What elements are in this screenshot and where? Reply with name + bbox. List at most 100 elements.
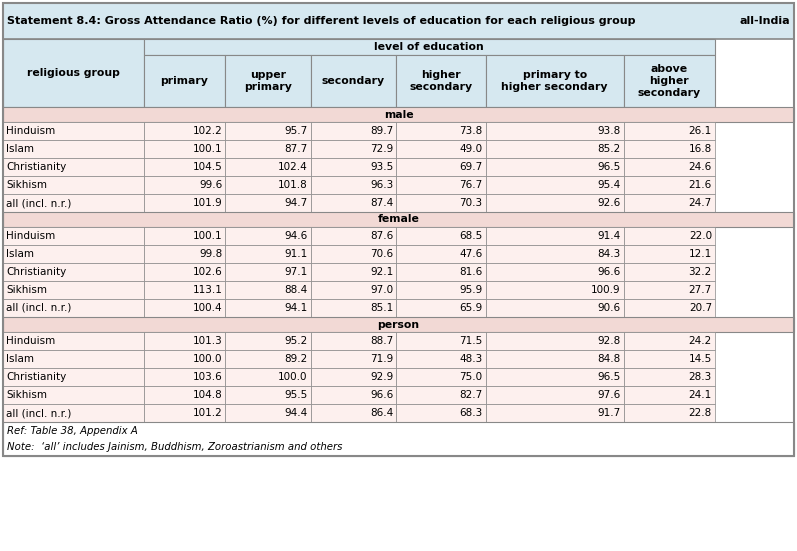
Text: 94.7: 94.7 — [285, 198, 308, 208]
Bar — [396, 281, 485, 299]
Text: 27.7: 27.7 — [689, 285, 712, 295]
Text: 99.6: 99.6 — [199, 180, 222, 190]
Bar — [311, 281, 396, 299]
Text: 95.7: 95.7 — [285, 126, 308, 136]
Bar — [3, 350, 143, 368]
Bar — [624, 263, 715, 281]
Bar — [226, 350, 311, 368]
Text: 93.5: 93.5 — [370, 162, 393, 172]
Text: 91.1: 91.1 — [285, 249, 308, 259]
Bar — [396, 122, 485, 140]
Bar — [3, 368, 143, 386]
Bar — [624, 281, 715, 299]
Bar — [624, 368, 715, 386]
Bar — [624, 158, 715, 176]
Text: 81.6: 81.6 — [459, 267, 482, 277]
Bar — [143, 404, 226, 422]
Text: 100.4: 100.4 — [193, 303, 222, 313]
Text: primary: primary — [161, 76, 209, 86]
Text: 96.3: 96.3 — [370, 180, 393, 190]
Bar — [3, 140, 143, 158]
Text: 85.2: 85.2 — [598, 144, 621, 154]
Bar — [143, 245, 226, 263]
Text: 97.0: 97.0 — [370, 285, 393, 295]
Text: 101.3: 101.3 — [193, 336, 222, 346]
Bar — [485, 263, 624, 281]
Text: Christianity: Christianity — [6, 162, 66, 172]
Text: 100.0: 100.0 — [278, 372, 308, 382]
Bar — [3, 176, 143, 194]
Text: 20.7: 20.7 — [689, 303, 712, 313]
Text: 68.3: 68.3 — [459, 408, 482, 418]
Text: 12.1: 12.1 — [689, 249, 712, 259]
Text: 72.9: 72.9 — [370, 144, 393, 154]
Bar — [226, 299, 311, 317]
Bar — [3, 122, 143, 140]
Bar — [3, 212, 794, 227]
Bar — [143, 176, 226, 194]
Bar — [226, 263, 311, 281]
Text: 24.1: 24.1 — [689, 390, 712, 400]
Bar — [3, 263, 143, 281]
Text: 96.6: 96.6 — [598, 267, 621, 277]
Text: 96.5: 96.5 — [598, 372, 621, 382]
Text: 49.0: 49.0 — [459, 144, 482, 154]
Text: 22.8: 22.8 — [689, 408, 712, 418]
Text: all-India: all-India — [740, 16, 790, 26]
Bar — [3, 245, 143, 263]
Text: 22.0: 22.0 — [689, 231, 712, 241]
Bar — [485, 350, 624, 368]
Bar — [624, 332, 715, 350]
Bar — [226, 386, 311, 404]
Bar — [3, 299, 143, 317]
Text: 96.6: 96.6 — [370, 390, 393, 400]
Text: 21.6: 21.6 — [689, 180, 712, 190]
Text: 89.7: 89.7 — [370, 126, 393, 136]
Bar — [624, 299, 715, 317]
Text: Islam: Islam — [6, 249, 34, 259]
Bar — [143, 122, 226, 140]
Text: 71.5: 71.5 — [459, 336, 482, 346]
Bar — [485, 194, 624, 212]
Text: above
higher
secondary: above higher secondary — [638, 64, 701, 98]
Text: higher
secondary: higher secondary — [409, 70, 473, 92]
Text: 100.0: 100.0 — [193, 354, 222, 364]
Bar — [485, 404, 624, 422]
Text: 97.6: 97.6 — [598, 390, 621, 400]
Text: 100.1: 100.1 — [193, 144, 222, 154]
Bar — [485, 176, 624, 194]
Bar — [311, 55, 396, 107]
Bar — [311, 140, 396, 158]
Text: 97.1: 97.1 — [285, 267, 308, 277]
Text: 101.9: 101.9 — [193, 198, 222, 208]
Text: 104.8: 104.8 — [193, 390, 222, 400]
Bar — [624, 404, 715, 422]
Bar — [226, 404, 311, 422]
Text: level of education: level of education — [375, 42, 485, 52]
Bar — [624, 122, 715, 140]
Text: 86.4: 86.4 — [370, 408, 393, 418]
Text: 101.8: 101.8 — [278, 180, 308, 190]
Text: 88.4: 88.4 — [285, 285, 308, 295]
Bar — [311, 350, 396, 368]
Bar — [624, 194, 715, 212]
Bar — [3, 194, 143, 212]
Text: 94.4: 94.4 — [285, 408, 308, 418]
Bar — [485, 140, 624, 158]
Text: 91.4: 91.4 — [598, 231, 621, 241]
Bar — [143, 227, 226, 245]
Bar — [396, 386, 485, 404]
Bar — [143, 368, 226, 386]
Bar — [311, 263, 396, 281]
Text: 99.8: 99.8 — [199, 249, 222, 259]
Bar — [311, 332, 396, 350]
Bar — [624, 227, 715, 245]
Text: Islam: Islam — [6, 354, 34, 364]
Text: Christianity: Christianity — [6, 372, 66, 382]
Bar — [143, 55, 226, 107]
Text: secondary: secondary — [322, 76, 385, 86]
Bar — [485, 368, 624, 386]
Bar — [624, 350, 715, 368]
Text: upper
primary: upper primary — [244, 70, 292, 92]
Text: 75.0: 75.0 — [459, 372, 482, 382]
